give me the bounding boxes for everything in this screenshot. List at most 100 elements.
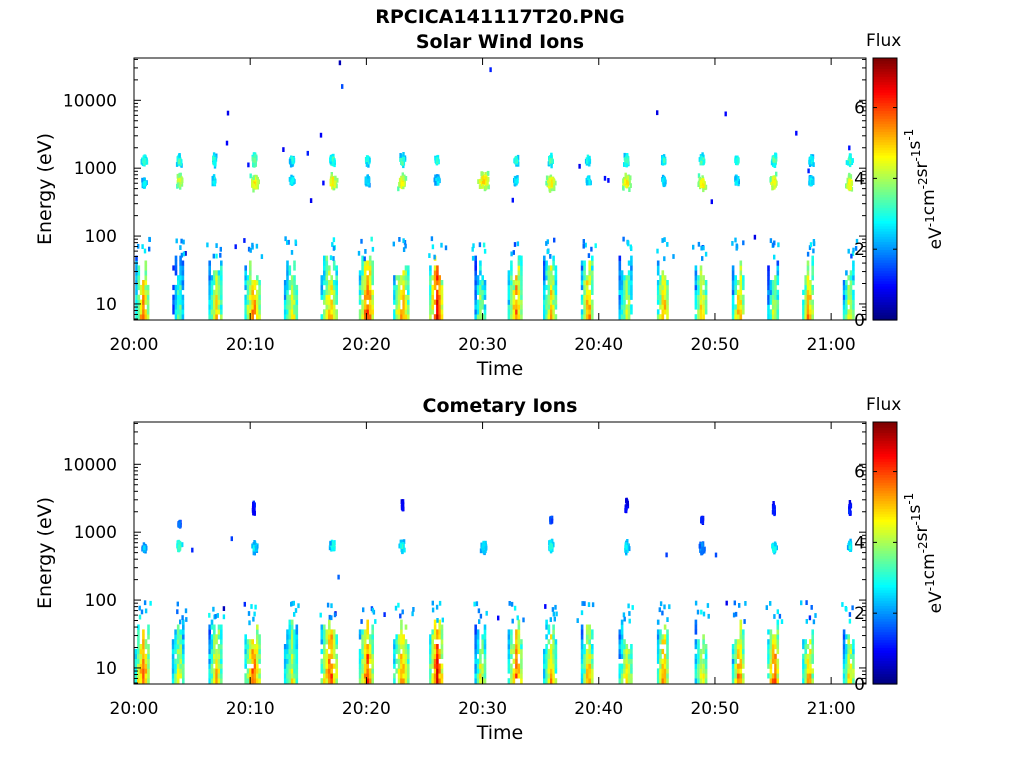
burst-cell	[517, 275, 521, 281]
bg-cell	[714, 552, 718, 558]
burst-cell	[179, 260, 182, 266]
burst-cell	[772, 242, 775, 248]
burst-cell	[623, 280, 626, 286]
burst-cell	[332, 309, 336, 315]
burst-cell	[734, 284, 737, 291]
burst-cell	[847, 314, 850, 320]
burst-cell	[845, 289, 848, 295]
colorbar-step	[873, 594, 897, 599]
burst-cell	[507, 644, 511, 650]
burst-cell	[659, 284, 662, 291]
burst-cell	[433, 254, 436, 260]
burst-cell	[182, 673, 185, 679]
burst-cell	[620, 634, 624, 640]
burst-cell	[185, 617, 188, 622]
burst-cell	[842, 280, 846, 286]
burst-cell	[769, 284, 773, 291]
cluster-cell	[774, 159, 777, 164]
burst-cell	[739, 304, 743, 310]
burst-cell	[549, 254, 552, 259]
burst-cell	[179, 255, 182, 261]
burst-cell	[507, 658, 511, 664]
burst-cell	[656, 629, 660, 635]
burst-cell	[358, 634, 362, 640]
burst-cell	[776, 270, 780, 276]
burst-cell	[429, 289, 432, 295]
burst-cell	[731, 304, 735, 310]
colorbar-step	[873, 293, 897, 298]
burst-cell	[429, 284, 432, 291]
burst-cell	[476, 314, 480, 320]
x-tick-label: 20:30	[458, 699, 507, 719]
burst-cell	[142, 673, 145, 679]
burst-cell	[802, 289, 805, 295]
burst-cell	[293, 653, 296, 659]
burst-cell	[702, 304, 705, 310]
cluster-cell	[479, 178, 482, 184]
burst-cell	[253, 663, 257, 669]
colorbar-step	[873, 160, 897, 164]
burst-cell	[286, 653, 289, 659]
burst-cell	[580, 260, 584, 266]
burst-cell	[174, 314, 178, 320]
burst-cell	[431, 629, 434, 635]
burst-cell	[507, 653, 511, 659]
burst-cell	[742, 639, 745, 645]
bg-cell	[725, 600, 728, 606]
burst-cell	[543, 673, 546, 679]
burst-cell	[210, 673, 214, 679]
burst-cell	[330, 314, 333, 320]
burst-cell	[630, 275, 633, 281]
burst-cell	[402, 648, 405, 655]
burst-cell	[547, 678, 551, 684]
burst-cell	[550, 668, 553, 674]
burst-cell	[699, 265, 703, 271]
burst-cell	[515, 658, 518, 664]
burst-cell	[215, 304, 218, 310]
cluster-cell	[701, 546, 704, 552]
burst-cell	[361, 284, 364, 291]
burst-cell	[623, 644, 626, 650]
bg-cell	[247, 162, 250, 168]
burst-cell	[393, 284, 396, 291]
colorbar-step	[873, 429, 897, 434]
cluster-cell	[401, 539, 404, 545]
burst-cell	[656, 299, 660, 305]
burst-cell	[144, 270, 148, 276]
burst-cell	[363, 648, 367, 655]
burst-cell	[244, 265, 247, 271]
x-tick-label: 20:20	[342, 699, 391, 719]
burst-cell	[583, 294, 586, 300]
burst-cell	[293, 265, 296, 271]
burst-cell	[739, 619, 743, 625]
cluster-cell	[514, 156, 518, 162]
flux-cluster-30	[697, 173, 708, 193]
burst-cell	[545, 284, 548, 291]
burst-cell	[771, 678, 775, 684]
cluster-cell	[480, 171, 483, 177]
burst-cell	[704, 304, 708, 310]
burst-cell	[137, 663, 140, 669]
burst-cell	[358, 289, 362, 295]
burst-cell	[328, 629, 331, 635]
burst-cell	[545, 644, 548, 650]
burst-cell	[550, 294, 553, 300]
burst-cell	[479, 294, 482, 300]
burst-cell	[436, 634, 439, 640]
burst-cell	[431, 299, 434, 305]
burst-cell	[404, 280, 408, 286]
burst-cell	[436, 314, 439, 320]
burst-cell	[142, 629, 145, 635]
low-energy-burst-11	[543, 604, 558, 684]
burst-cell	[253, 280, 257, 286]
burst-cell	[366, 668, 369, 674]
cluster-cell	[401, 506, 404, 512]
burst-cell	[852, 265, 855, 271]
burst-cell	[811, 658, 814, 664]
burst-cell	[852, 280, 855, 286]
burst-cell	[135, 280, 138, 286]
burst-cell	[371, 294, 374, 300]
bg-cell	[184, 251, 187, 256]
burst-cell	[371, 309, 374, 315]
burst-cell	[731, 644, 735, 650]
